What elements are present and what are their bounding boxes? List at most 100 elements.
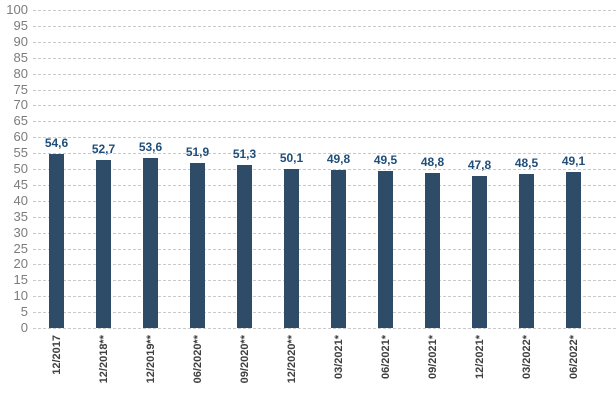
bar-value-label: 53,6	[138, 139, 163, 154]
x-category-label: 12/2021*	[473, 335, 486, 380]
y-tick-label: 45	[13, 176, 28, 192]
bar-value-label: 49,8	[326, 151, 351, 166]
x-axis-category-labels: 12/2017 12/2018** 12/2019** 06/2020** 09/202…	[33, 332, 597, 404]
bar-value-label: 51,3	[232, 146, 257, 161]
bar	[378, 170, 393, 328]
bar-value-label: 48,8	[420, 154, 445, 169]
y-tick-label: 70	[13, 97, 28, 113]
x-label-column: 06/2022*	[550, 332, 597, 404]
y-tick-label: 65	[13, 113, 28, 129]
x-label-column: 12/2021*	[456, 332, 503, 404]
y-tick-label: 10	[13, 288, 28, 304]
y-tick-label: 5	[20, 304, 28, 320]
gridline	[33, 328, 616, 329]
y-tick-label: 95	[13, 17, 28, 33]
bar-value-label: 52,7	[91, 142, 116, 157]
x-category-label: 09/2020**	[238, 335, 251, 384]
y-tick-label: 35	[13, 208, 28, 224]
gridline	[33, 57, 616, 59]
plot-area	[33, 10, 616, 329]
x-label-column: 12/2018**	[80, 332, 127, 404]
gridline	[33, 248, 616, 250]
bar-column: 54,6	[33, 10, 80, 328]
bar-column: 48,8	[409, 10, 456, 328]
x-category-label: 03/2022*	[520, 335, 533, 380]
y-tick-label: 100	[6, 2, 28, 17]
bar	[284, 168, 299, 328]
bar-value-label: 48,5	[514, 155, 539, 170]
y-tick-label: 20	[13, 256, 28, 272]
bar	[49, 154, 64, 328]
gridline	[33, 296, 616, 298]
x-category-label: 06/2020**	[191, 335, 204, 384]
x-label-column: 12/2017	[33, 332, 80, 404]
gridline	[33, 10, 616, 11]
x-label-column: 09/2021*	[409, 332, 456, 404]
y-tick-label: 15	[13, 272, 28, 288]
bar-value-label: 54,6	[44, 136, 69, 151]
gridline	[33, 184, 616, 186]
bar	[143, 157, 158, 328]
bar-column: 50,1	[268, 10, 315, 328]
bar	[472, 176, 487, 328]
x-label-column: 03/2022*	[503, 332, 550, 404]
bar	[96, 160, 111, 328]
bar-column: 49,5	[362, 10, 409, 328]
x-category-label: 06/2022*	[567, 335, 580, 380]
y-tick-label: 0	[20, 320, 28, 335]
bar-column: 47,8	[456, 10, 503, 328]
x-category-label: 12/2019**	[144, 335, 157, 384]
bar-column: 48,5	[503, 10, 550, 328]
y-tick-label: 30	[13, 224, 28, 240]
x-category-label: 06/2021*	[379, 335, 392, 380]
gridline	[33, 121, 616, 123]
gridline	[33, 216, 616, 218]
bar-column: 51,9	[174, 10, 221, 328]
y-tick-label: 75	[13, 81, 28, 97]
gridline	[33, 41, 616, 43]
bar	[237, 164, 252, 328]
bar-value-label: 47,8	[467, 158, 492, 172]
bar-column: 49,8	[315, 10, 362, 328]
gridline	[33, 137, 616, 139]
y-tick-label: 50	[13, 161, 28, 176]
bar-column: 49,1	[550, 10, 597, 328]
x-category-label: 12/2017	[50, 335, 63, 375]
gridline	[33, 312, 616, 314]
bar-column: 51,3	[221, 10, 268, 328]
x-label-column: 03/2021*	[315, 332, 362, 404]
gridline	[33, 25, 616, 27]
x-category-label: 12/2018**	[97, 335, 110, 384]
x-category-label: 09/2021*	[426, 335, 439, 380]
bar	[425, 172, 440, 328]
bar-series: 54,6 52,7 53,6 51,9 51,3 50,1 49,8 49,5 48,8 47,8…	[33, 10, 597, 328]
gridline	[33, 105, 616, 107]
bar	[331, 169, 346, 328]
y-tick-label: 90	[13, 33, 28, 49]
gridline	[33, 89, 616, 91]
bar	[566, 171, 581, 328]
y-tick-label: 25	[13, 240, 28, 256]
gridline	[33, 200, 616, 202]
bar-value-label: 51,9	[185, 144, 210, 159]
y-tick-label: 85	[13, 49, 28, 65]
x-label-column: 06/2020**	[174, 332, 221, 404]
bar-value-label: 50,1	[279, 150, 304, 165]
gridline	[33, 264, 616, 266]
bar-column: 53,6	[127, 10, 174, 328]
bar-value-label: 49,1	[561, 153, 586, 168]
gridline	[33, 73, 616, 75]
x-label-column: 06/2021*	[362, 332, 409, 404]
x-label-column: 12/2020**	[268, 332, 315, 404]
y-tick-label: 40	[13, 192, 28, 208]
bar-value-label: 49,5	[373, 152, 398, 167]
x-category-label: 12/2020**	[285, 335, 298, 384]
x-label-column: 09/2020**	[221, 332, 268, 404]
y-axis-tick-labels: 100 95 90 85 80 75 70 65 60 55 50 45 40 35 30 25 20 15 10 5…	[0, 3, 28, 335]
gridline	[33, 153, 616, 155]
gridline	[33, 232, 616, 234]
bar	[190, 162, 205, 328]
x-label-column: 12/2019**	[127, 332, 174, 404]
gridline	[33, 280, 616, 282]
